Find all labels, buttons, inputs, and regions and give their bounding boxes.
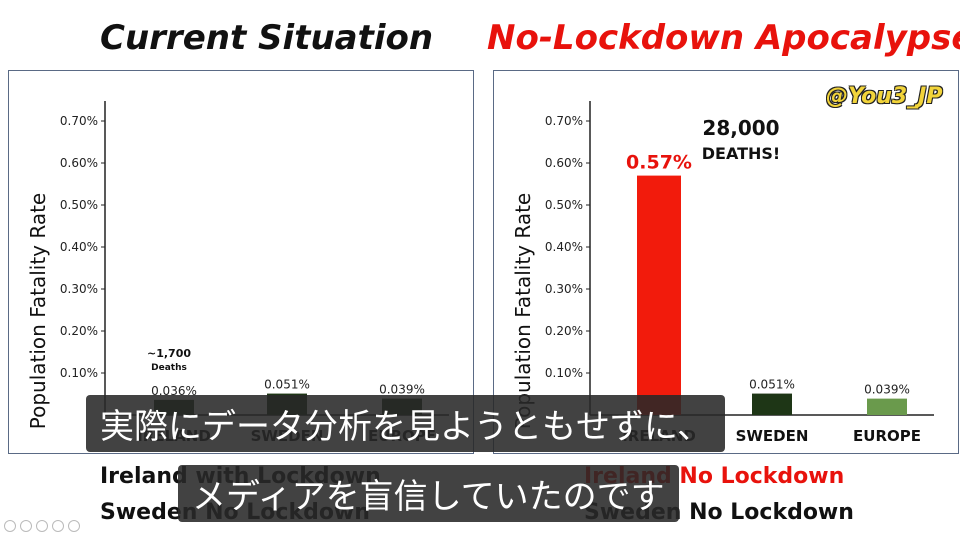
- chart-panel-right: 0.10% 0.20% 0.30% 0.40% 0.50% 0.60% 0.70% 0.57%…: [493, 70, 959, 454]
- bar-ireland: [637, 175, 681, 415]
- y-tick-label: 0.70%: [545, 114, 583, 128]
- fullscreen-icon[interactable]: [68, 520, 80, 532]
- y-tick-label: 0.40%: [60, 240, 98, 254]
- annotation-deaths-label: DEATHS!: [702, 144, 780, 163]
- subtitle-line2: メディアを盲信していたのです: [178, 465, 679, 522]
- y-axis-label: Population Fatality Rate: [26, 192, 50, 430]
- heading-no-lockdown: No-Lockdown Apocalypse: [487, 18, 960, 58]
- y-tick-label: 0.60%: [545, 156, 583, 170]
- y-tick-label: 0.30%: [60, 282, 98, 296]
- y-tick-label: 0.70%: [60, 114, 98, 128]
- play-icon[interactable]: [20, 520, 32, 532]
- y-tick-label: 0.40%: [545, 240, 583, 254]
- y-tick-label: 0.30%: [545, 282, 583, 296]
- value-label: 0.039%: [864, 383, 910, 397]
- category-label: SWEDEN: [736, 427, 809, 445]
- y-tick-label: 0.10%: [545, 366, 583, 380]
- value-label: 0.051%: [749, 378, 795, 392]
- y-tick-label: 0.10%: [60, 366, 98, 380]
- next-icon[interactable]: [36, 520, 48, 532]
- value-label: 0.051%: [264, 378, 310, 392]
- y-tick-label: 0.20%: [60, 324, 98, 338]
- value-label: 0.039%: [379, 383, 425, 397]
- annotation-deaths-label: Deaths: [151, 363, 187, 373]
- chart-right: 0.10% 0.20% 0.30% 0.40% 0.50% 0.60% 0.70% 0.57%…: [545, 101, 934, 445]
- watermark-handle: @You3_JP: [826, 84, 943, 109]
- subtitle-line1: 実際にデータ分析を見ようともせずに、: [86, 395, 725, 452]
- annotation-deaths-count: ~1,700: [147, 347, 191, 360]
- y-tick-label: 0.50%: [545, 198, 583, 212]
- value-label: 0.57%: [626, 152, 692, 174]
- annotation-deaths-count: 28,000: [702, 116, 779, 140]
- heading-current-situation: Current Situation: [100, 18, 434, 58]
- prev-icon[interactable]: [4, 520, 16, 532]
- y-tick-label: 0.50%: [60, 198, 98, 212]
- player-controls: [4, 520, 80, 532]
- value-label: 0.036%: [151, 384, 197, 398]
- bar-sweden: [752, 393, 792, 415]
- y-tick-label: 0.60%: [60, 156, 98, 170]
- settings-icon[interactable]: [52, 520, 64, 532]
- y-tick-label: 0.20%: [545, 324, 583, 338]
- bar-europe: [867, 398, 907, 415]
- category-label: EUROPE: [853, 427, 921, 445]
